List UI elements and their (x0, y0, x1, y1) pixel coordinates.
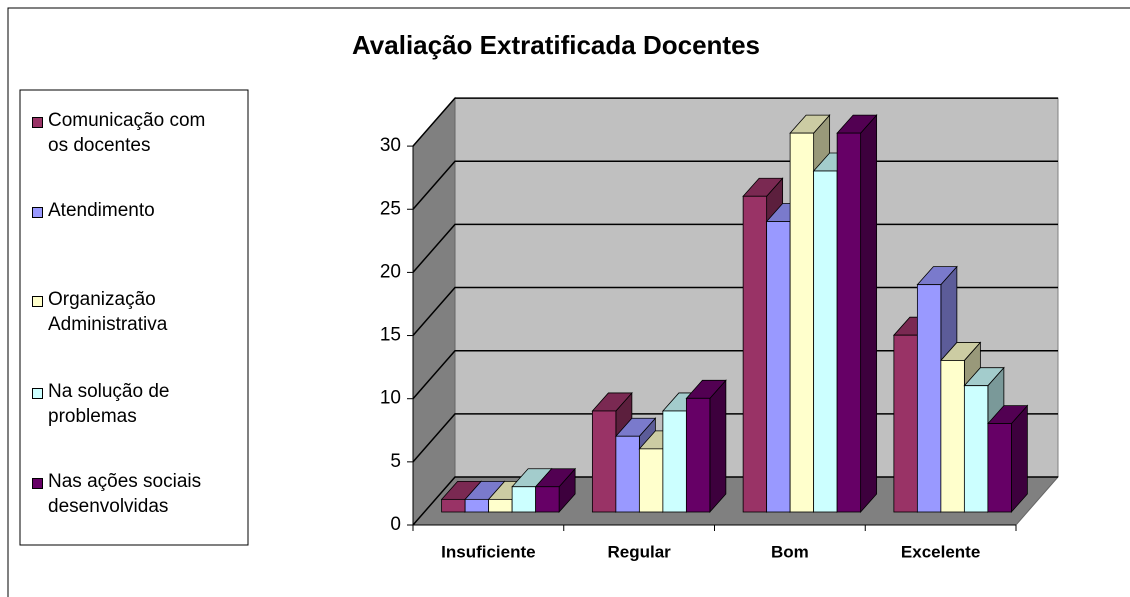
bar (662, 410, 687, 513)
bar (916, 284, 942, 513)
legend-swatch (32, 117, 43, 128)
bar (742, 195, 768, 513)
x-tick-label: Excelente (901, 542, 980, 561)
bar (893, 334, 918, 513)
legend-swatch (32, 207, 43, 218)
bar (638, 448, 664, 513)
bar-side (1010, 404, 1028, 514)
bar (789, 132, 815, 513)
bar (464, 498, 490, 513)
legend-swatch (32, 388, 43, 399)
bar (535, 486, 560, 513)
bar (766, 221, 791, 513)
y-tick-label: 5 (390, 451, 401, 472)
y-tick-label: 25 (380, 198, 401, 219)
bar (963, 385, 989, 513)
y-tick-label: 20 (380, 261, 401, 282)
legend-label: Na solução de problemas (48, 381, 170, 427)
bar-side (860, 114, 878, 514)
y-tick-label: 30 (380, 135, 401, 156)
x-tick-label: Bom (771, 542, 809, 561)
bar (836, 132, 862, 513)
bar (987, 423, 1012, 513)
legend-label: Nas ações sociais desenvolvidas (48, 471, 202, 517)
bar (813, 170, 838, 513)
bar (511, 486, 537, 513)
bar (615, 435, 640, 513)
legend-label: Organização Administrativa (48, 289, 168, 335)
chart-title: Avaliação Extratificada Docentes (352, 30, 760, 60)
y-tick-label: 15 (380, 325, 401, 346)
bar (940, 360, 965, 513)
bar (685, 397, 711, 513)
bar (441, 498, 466, 513)
legend-swatch (32, 296, 43, 307)
bar (488, 498, 513, 513)
y-tick-label: 10 (380, 388, 401, 409)
bar (591, 410, 617, 513)
y-tick-label: 0 (390, 514, 401, 535)
legend-label: Atendimento (48, 200, 155, 221)
bar-side (709, 379, 727, 514)
legend-swatch (32, 478, 43, 489)
frame (7, 7, 1130, 597)
x-tick-label: Insuficiente (441, 542, 535, 561)
x-tick-label: Regular (607, 542, 671, 561)
legend-box (19, 89, 249, 546)
grid-line (412, 97, 1058, 147)
legend-label: Comunicação com os docentes (48, 110, 206, 156)
